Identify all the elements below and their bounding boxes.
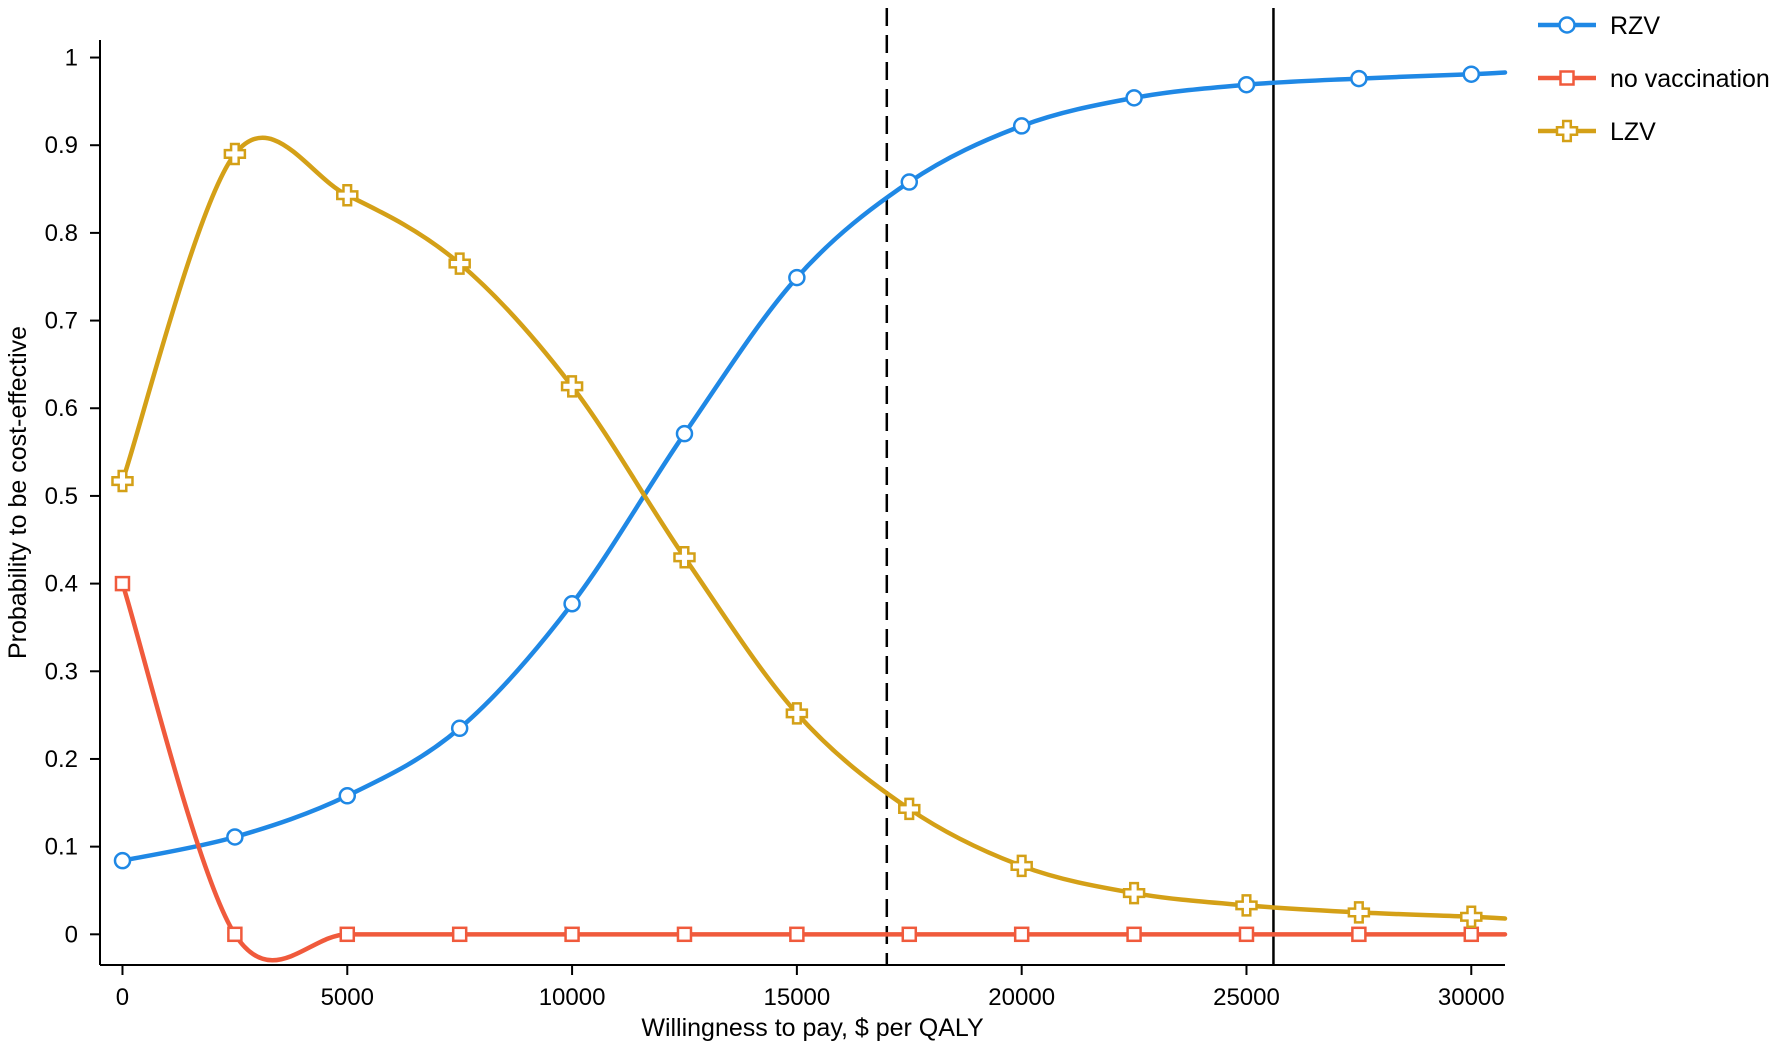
data-point-rzv — [450, 719, 469, 738]
legend: RZV no vaccination LZV — [1538, 12, 1770, 146]
data-point-rzv — [113, 851, 132, 870]
x-tick-label: 15000 — [764, 984, 831, 1011]
legend-label: no vaccination — [1610, 65, 1770, 93]
legend-marker — [1558, 16, 1576, 34]
y-tick-label: 0.2 — [45, 746, 78, 773]
y-tick-label: 0.1 — [45, 834, 78, 861]
x-tick-label: 5000 — [321, 984, 374, 1011]
data-point-lzv — [336, 183, 359, 207]
data-point-no-vaccination — [676, 926, 693, 943]
data-point-rzv — [1237, 75, 1256, 94]
data-point-no-vaccination — [1238, 926, 1255, 943]
y-axis-title: Probability to be cost-effective — [4, 326, 32, 659]
data-point-lzv — [1122, 881, 1146, 905]
data-point-lzv — [560, 375, 584, 398]
axes — [99, 40, 1505, 966]
data-point-rzv — [1125, 89, 1143, 107]
y-tick-label: 0.8 — [45, 220, 78, 247]
legend-item-rzv: RZV — [1538, 12, 1660, 40]
data-point-no-vaccination — [564, 926, 580, 943]
series-line-rzv — [120, 70, 1508, 863]
data-point-rzv — [563, 595, 581, 613]
data-point-rzv — [900, 173, 919, 191]
data-point-lzv — [223, 142, 247, 166]
series-lines — [120, 70, 1508, 963]
legend-marker — [1559, 70, 1575, 86]
legend-label: LZV — [1610, 118, 1656, 146]
x-tick-label: 30000 — [1438, 984, 1505, 1011]
data-point-rzv — [788, 268, 806, 287]
data-point-lzv — [785, 702, 809, 725]
x-tick-label: 25000 — [1213, 984, 1280, 1011]
data-point-lzv — [111, 469, 134, 493]
data-point-no-vaccination — [1463, 926, 1480, 943]
x-axis-title: Willingness to pay, $ per QALY — [641, 1014, 984, 1042]
data-point-lzv — [1347, 901, 1371, 924]
data-point-lzv — [1460, 905, 1483, 929]
data-point-rzv — [1012, 117, 1031, 135]
x-tick-label: 20000 — [988, 984, 1055, 1011]
legend-marker — [1555, 119, 1579, 143]
series-line-lzv — [120, 135, 1508, 921]
y-tick-label: 0.3 — [45, 658, 78, 685]
data-point-no-vaccination — [227, 926, 243, 943]
series-markers — [111, 65, 1483, 943]
data-point-rzv — [675, 424, 694, 443]
ticks: 0 0.1 0.2 0.3 0.4 0.5 0.6 0.7 0.8 0.9 1 0 5000 10000 1… — [45, 45, 1505, 1011]
data-point-no-vaccination — [1013, 926, 1030, 943]
series-line-no-vaccination — [120, 581, 1508, 963]
data-point-no-vaccination — [451, 926, 468, 943]
data-point-no-vaccination — [789, 926, 805, 943]
y-tick-label: 0.5 — [45, 483, 78, 510]
data-point-lzv — [673, 546, 696, 569]
data-point-no-vaccination — [339, 926, 356, 943]
legend-item-no-vaccination: no vaccination — [1538, 65, 1770, 93]
data-point-lzv — [1235, 894, 1258, 917]
y-tick-label: 1 — [65, 45, 78, 72]
data-point-no-vaccination — [901, 926, 918, 943]
data-point-no-vaccination — [1351, 926, 1367, 943]
x-tick-label: 0 — [116, 984, 129, 1011]
y-tick-label: 0.7 — [45, 308, 78, 335]
data-point-lzv — [1010, 854, 1033, 878]
data-point-lzv — [448, 252, 471, 275]
y-tick-label: 0 — [65, 921, 78, 948]
y-tick-label: 0.9 — [45, 132, 78, 159]
x-tick-label: 10000 — [539, 984, 606, 1011]
y-tick-label: 0.4 — [45, 571, 78, 598]
legend-label: RZV — [1610, 12, 1660, 40]
data-point-rzv — [338, 787, 357, 805]
reference-lines — [885, 8, 1275, 965]
y-tick-label: 0.6 — [45, 395, 78, 422]
legend-item-lzv: LZV — [1538, 118, 1656, 146]
data-point-lzv — [898, 797, 921, 821]
data-point-no-vaccination — [114, 575, 131, 592]
data-point-rzv — [1462, 65, 1481, 83]
data-point-no-vaccination — [1126, 926, 1142, 943]
data-point-rzv — [226, 828, 244, 846]
data-point-rzv — [1350, 69, 1368, 88]
